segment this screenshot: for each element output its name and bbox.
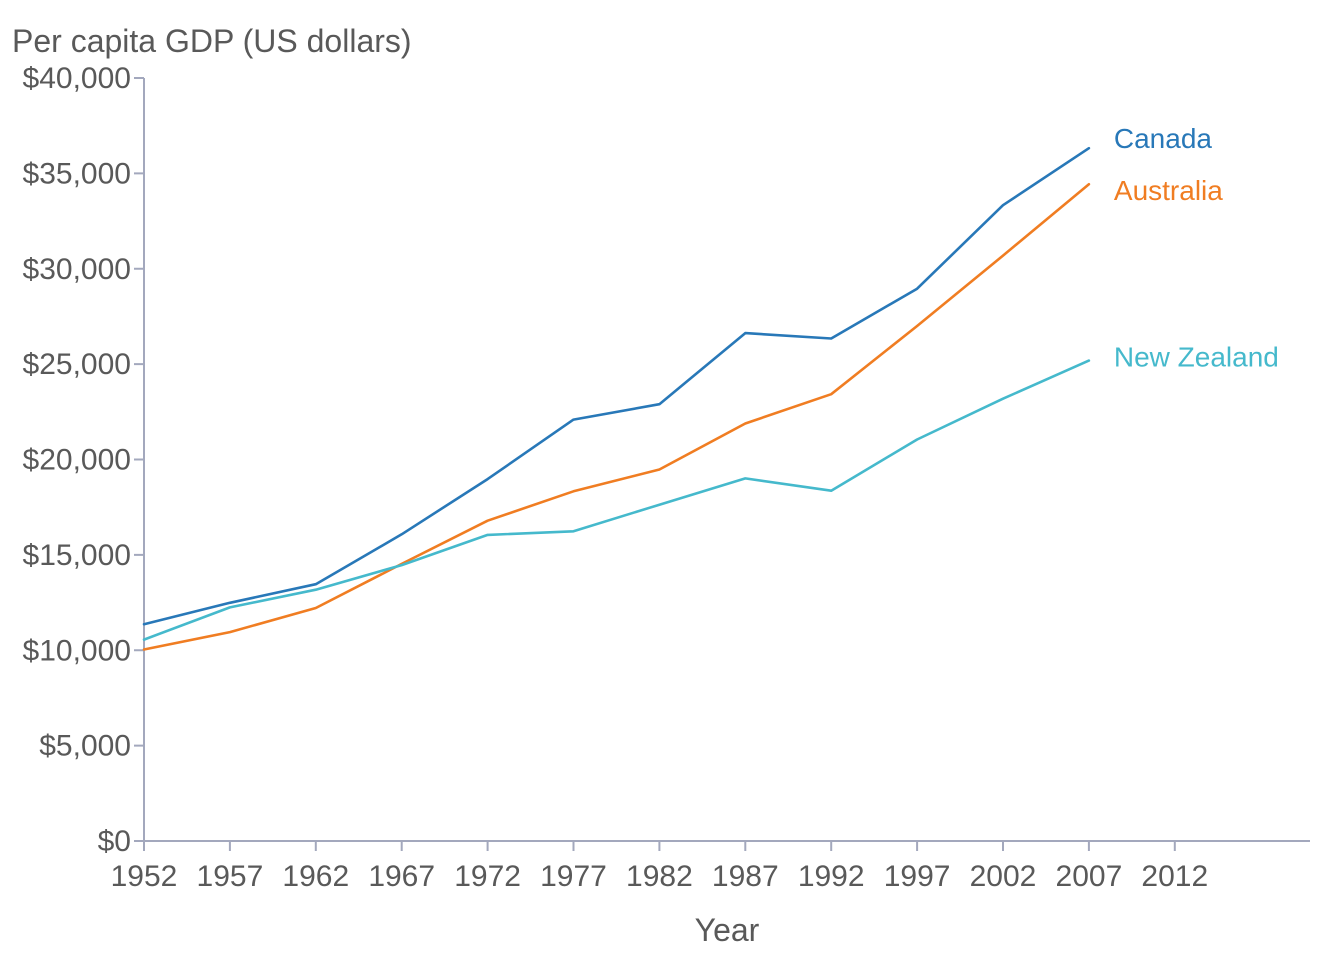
y-tick-label: $15,000 (23, 539, 131, 572)
series-lines (142, 146, 1091, 651)
series-labels: Canada Australia New Zealand (1114, 123, 1279, 372)
y-axis-title: Per capita GDP (US dollars) (12, 23, 412, 59)
x-tick-label: 1977 (540, 860, 607, 893)
x-tick-label: 1987 (712, 860, 779, 893)
x-tick-label: 2002 (970, 860, 1037, 893)
x-axis-ticks: 1952 1957 1962 1967 1972 1977 1982 1987 1992 1997… (111, 841, 1208, 893)
x-tick-label: 1952 (111, 860, 178, 893)
series-line-australia (142, 182, 1091, 651)
y-tick-label: $30,000 (23, 253, 131, 286)
x-tick-label: 1957 (197, 860, 264, 893)
y-tick-label: $35,000 (23, 157, 131, 190)
x-tick-label: 1967 (368, 860, 435, 893)
y-tick-label: $5,000 (39, 730, 131, 763)
x-tick-label: 1992 (798, 860, 865, 893)
series-label-new-zealand: New Zealand (1114, 342, 1279, 373)
y-tick-label: $40,000 (23, 62, 131, 95)
series-label-australia: Australia (1114, 175, 1223, 206)
series-line-canada (142, 146, 1091, 626)
x-tick-label: 2007 (1056, 860, 1123, 893)
y-tick-label: $10,000 (23, 634, 131, 667)
y-tick-label: $0 (98, 825, 131, 858)
series-line-new-zealand (142, 359, 1091, 641)
y-axis-ticks: $0 $5,000 $10,000 $15,000 $20,000 $25,000 $30,… (23, 62, 144, 858)
x-axis-title: Year (695, 912, 760, 948)
x-tick-label: 1962 (282, 860, 349, 893)
x-tick-label: 1997 (884, 860, 951, 893)
x-tick-label: 2012 (1141, 860, 1208, 893)
x-tick-label: 1972 (454, 860, 521, 893)
series-label-canada: Canada (1114, 123, 1213, 154)
y-tick-label: $25,000 (23, 348, 131, 381)
x-tick-label: 1982 (626, 860, 693, 893)
y-tick-label: $20,000 (23, 444, 131, 477)
